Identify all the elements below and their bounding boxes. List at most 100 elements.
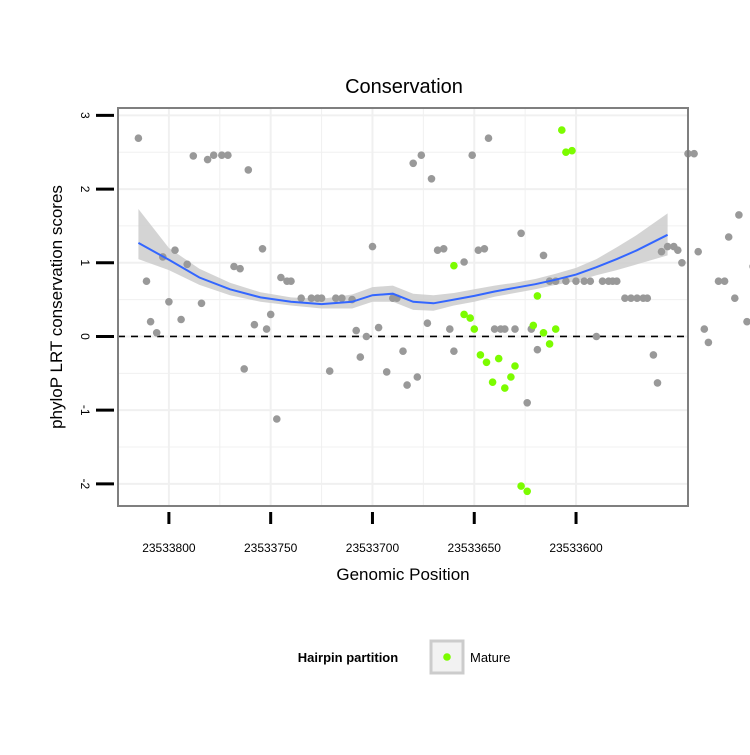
chart-title: Conservation (345, 76, 463, 98)
legend: Hairpin partition Mature (298, 639, 510, 675)
data-point-other (501, 325, 509, 333)
data-point-other (244, 166, 253, 174)
data-point-other (468, 151, 477, 159)
data-point-other (511, 325, 519, 333)
data-point-other (613, 277, 621, 286)
data-point-other (203, 155, 212, 164)
data-point-other (382, 368, 391, 376)
data-point-other (368, 242, 377, 251)
data-points-layer (134, 126, 750, 496)
data-point-other (533, 345, 542, 354)
data-point-other (460, 258, 468, 266)
data-point-mature (507, 373, 515, 381)
data-point-other (374, 323, 383, 332)
y-tick-label: 0 (78, 333, 92, 340)
x-tick-label: 23533800 (142, 541, 196, 555)
data-point-other (735, 211, 743, 219)
data-point-other (621, 294, 629, 303)
legend-title: Hairpin partition (298, 650, 398, 665)
legend-label-mature: Mature (470, 650, 510, 665)
data-point-other (743, 317, 750, 326)
data-point-other (474, 246, 483, 254)
data-point-mature (450, 261, 458, 270)
data-point-other (409, 159, 418, 168)
data-point-other (258, 245, 267, 253)
x-axis-title: Genomic Position (336, 565, 469, 584)
y-axis-title: phyloP LRT conservation scores (47, 185, 66, 429)
data-point-other (297, 294, 306, 303)
data-point-other (152, 329, 161, 337)
data-point-mature (476, 351, 485, 359)
data-point-other (720, 277, 729, 286)
data-point-other (197, 299, 206, 308)
data-point-other (423, 319, 432, 328)
data-point-mature (558, 126, 566, 134)
data-point-other (517, 229, 525, 238)
data-point-mature (523, 487, 531, 496)
data-point-other (674, 246, 682, 254)
data-point-other (165, 298, 173, 306)
data-point-mature (562, 148, 570, 156)
data-point-mature (494, 354, 503, 363)
axes-layer: 23533800 23533750 23533700 23533650 23533600… (78, 112, 603, 555)
data-point-other (643, 294, 652, 303)
data-point-other (250, 320, 259, 329)
data-point-other (240, 365, 248, 373)
data-point-other (678, 259, 686, 267)
data-point-mature (482, 358, 491, 367)
data-point-other (480, 245, 489, 253)
data-point-other (352, 326, 361, 335)
data-point-other (338, 294, 346, 303)
data-point-other (209, 151, 218, 159)
data-point-other (484, 134, 493, 142)
data-point-other (134, 134, 143, 142)
data-point-other (427, 175, 436, 183)
x-tick-label: 23533750 (244, 541, 298, 555)
data-point-other (325, 367, 334, 375)
data-point-other (183, 260, 191, 269)
data-point-other (262, 325, 271, 333)
data-point-other (356, 353, 365, 361)
data-point-mature (466, 314, 475, 322)
data-point-other (417, 151, 426, 159)
data-point-other (307, 294, 316, 303)
plot-panel (118, 108, 688, 506)
data-point-other (731, 294, 739, 303)
data-point-other (539, 251, 548, 260)
data-point-other (649, 351, 658, 359)
smooth-line-layer (137, 233, 669, 306)
data-point-other (704, 338, 713, 347)
data-point-other (694, 247, 702, 256)
y-tick-label: 3 (78, 112, 92, 119)
data-point-other (490, 325, 499, 333)
data-point-other (266, 310, 275, 319)
data-point-mature (568, 146, 576, 155)
data-point-other (633, 294, 641, 303)
data-point-other (277, 273, 285, 282)
data-point-other (362, 332, 371, 341)
y-tick-label: 2 (78, 186, 92, 193)
data-point-mature (517, 482, 525, 490)
data-point-other (142, 277, 151, 286)
data-point-other (663, 242, 672, 251)
data-point-other (724, 233, 733, 241)
smooth-confidence-band (138, 209, 668, 311)
data-point-other (236, 264, 244, 273)
data-point-other (572, 277, 580, 286)
legend-key-mature-dot (443, 653, 451, 661)
data-point-other (586, 277, 595, 286)
data-point-other (700, 325, 709, 333)
data-point-other (218, 151, 226, 159)
data-point-other (177, 315, 185, 324)
data-point-mature (511, 362, 519, 370)
data-point-other (439, 245, 448, 253)
data-point-mature (529, 321, 538, 330)
data-point-other (317, 294, 326, 303)
data-point-other (450, 347, 458, 356)
data-point-other (287, 277, 295, 286)
data-point-other (714, 277, 723, 286)
data-point-other (446, 325, 454, 333)
data-point-mature (488, 378, 497, 387)
